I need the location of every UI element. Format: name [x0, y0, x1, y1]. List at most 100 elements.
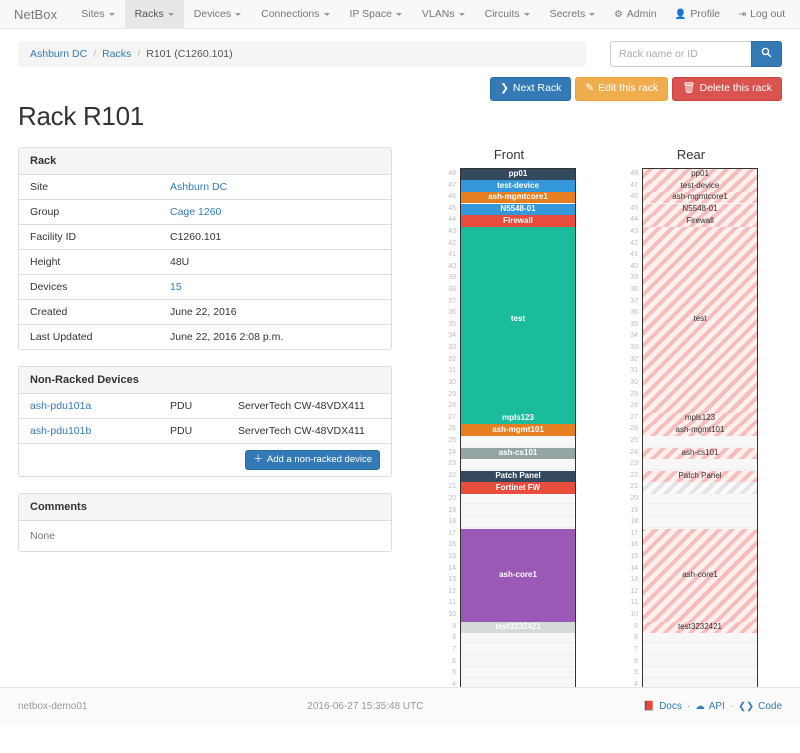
rack-elevations: Front 48 47 46 45 44 43 42 41 40 39 38 37 36 35 34 33 32… — [392, 147, 782, 726]
footer-code-link[interactable]: ❮❯ Code — [738, 701, 782, 712]
rack-device[interactable]: ash-mgmt101 — [643, 424, 757, 436]
search-input[interactable] — [610, 41, 751, 67]
rack-unit-slot[interactable] — [643, 654, 757, 667]
rack-device[interactable]: ash-mgmtcore1 — [643, 191, 757, 204]
nav-item-secrets[interactable]: Secrets — [540, 0, 606, 28]
rack-device[interactable]: test3232421 — [643, 621, 757, 634]
rack-unit-number: 38 — [630, 286, 638, 294]
rack-unit-slot[interactable] — [643, 458, 757, 470]
chevron-down-icon — [395, 12, 402, 16]
nav-profile-link[interactable]: 👤 Profile — [666, 0, 730, 28]
nav-item-racks[interactable]: Racks — [124, 0, 184, 28]
rack-unit-slot[interactable] — [643, 666, 757, 679]
next-rack-button[interactable]: ❯ Next Rack — [490, 77, 572, 101]
rack-unit-number: 9 — [452, 622, 456, 630]
rack-unit-slot[interactable] — [461, 458, 575, 470]
footer-docs-link[interactable]: 📕 Docs — [643, 701, 682, 712]
nonracked-device-link[interactable]: ash-pdu101b — [30, 424, 92, 437]
rack-device-label: N5548-01 — [500, 204, 536, 214]
rack-unit-slot[interactable] — [643, 492, 757, 505]
nav-item-sites[interactable]: Sites — [71, 0, 124, 28]
rack-device[interactable]: ash-core1 — [643, 528, 757, 622]
rack-unit-slot[interactable] — [461, 643, 575, 655]
rack-device[interactable]: ash-core1 — [461, 528, 575, 622]
rack-device[interactable]: test-device — [643, 180, 757, 192]
edit-rack-button[interactable]: ✎ Edit this rack — [575, 77, 669, 101]
brand-logo[interactable]: NetBox — [14, 6, 58, 22]
rack-unit-number: 20 — [448, 495, 456, 502]
rack-unit-number: 38 — [448, 286, 456, 294]
rack-field-value[interactable]: 15 — [159, 273, 391, 300]
rack-unit-slot[interactable] — [643, 434, 757, 447]
rack-device[interactable]: pp01 — [643, 168, 757, 181]
nav-item-ip-space[interactable]: IP Space — [340, 0, 412, 28]
rack-unit-slot[interactable] — [461, 492, 575, 505]
rack-field-value[interactable]: Cage 1260 — [159, 198, 391, 225]
footer-link-label: Code — [758, 701, 782, 713]
footer-api-link[interactable]: ☁ API — [695, 701, 725, 712]
table-row: Devices 15 — [19, 273, 391, 300]
rack-unit-slot[interactable] — [461, 666, 575, 679]
rack-unit-number: 4 — [452, 680, 456, 688]
rack-unit-slot[interactable] — [643, 631, 757, 644]
rack-device[interactable] — [643, 482, 757, 494]
rack-device[interactable]: Patch Panel — [461, 470, 575, 483]
rack-device[interactable]: Patch Panel — [643, 470, 757, 483]
logout-icon: ⇥ — [738, 8, 747, 20]
rack-unit-slot[interactable] — [461, 654, 575, 667]
nav-item-vlans[interactable]: VLANs — [412, 0, 475, 28]
rack-unit-slot[interactable] — [643, 515, 757, 528]
nav-item-devices[interactable]: Devices — [184, 0, 251, 28]
page-container: Ashburn DC / Racks / R101 (C1260.101) ❯ … — [0, 29, 800, 726]
rack-unit-slot[interactable] — [643, 643, 757, 655]
rack-device[interactable]: mpls123 — [461, 412, 575, 425]
breadcrumb-racks[interactable]: Racks — [102, 48, 132, 60]
user-icon: 👤 — [674, 8, 687, 20]
search-button[interactable] — [751, 41, 782, 67]
rack-device[interactable]: N5548-01 — [643, 203, 757, 216]
nav-item-connections[interactable]: Connections — [251, 0, 339, 28]
rack-device[interactable]: mpls123 — [643, 412, 757, 425]
rack-device[interactable]: test — [461, 226, 575, 413]
rack-device[interactable]: test-device — [461, 180, 575, 192]
front-unit-numbers: 48 47 46 45 44 43 42 41 40 39 38 37 36 35 34 33 32 31 30 29… — [442, 168, 460, 725]
rack-device[interactable]: pp01 — [461, 168, 575, 181]
rack-device[interactable]: ash-cs101 — [643, 447, 757, 460]
rack-device[interactable]: ash-mgmt101 — [461, 424, 575, 436]
breadcrumb-site[interactable]: Ashburn DC — [30, 48, 88, 60]
rack-device[interactable]: Fortinet FW — [461, 482, 575, 494]
plus-icon: ＋ — [253, 453, 263, 465]
rack-unit-number: 19 — [448, 506, 456, 514]
rack-device[interactable]: Firewall — [461, 215, 575, 227]
rack-device[interactable]: ash-cs101 — [461, 447, 575, 460]
rack-device[interactable]: ash-mgmtcore1 — [461, 191, 575, 204]
rack-field-link[interactable]: 15 — [170, 280, 182, 293]
rack-unit-number: 8 — [634, 634, 638, 642]
rack-field-label: Facility ID — [19, 223, 159, 250]
rack-field-value[interactable]: Ashburn DC — [159, 175, 391, 200]
main-navbar: NetBox Sites Racks Devices Connections IP Sp… — [0, 0, 800, 29]
add-non-racked-device-button[interactable]: ＋ Add a non-racked device — [245, 449, 380, 470]
nav-log-out-link[interactable]: ⇥ Log out — [729, 0, 794, 28]
rack-field-link[interactable]: Ashburn DC — [170, 180, 228, 193]
rack-unit-slot[interactable] — [461, 504, 575, 516]
rack-field-link[interactable]: Cage 1260 — [170, 205, 222, 218]
rack-unit-number: 43 — [630, 227, 638, 235]
rack-unit-number: 21 — [448, 483, 456, 491]
rack-unit-number: 9 — [634, 622, 638, 630]
rack-device[interactable]: test — [643, 226, 757, 413]
rack-unit-slot[interactable] — [461, 631, 575, 644]
delete-rack-button[interactable]: 🗑 Delete this rack — [672, 77, 782, 101]
rack-unit-slot[interactable] — [643, 504, 757, 516]
rack-unit-number: 31 — [448, 367, 456, 375]
nav-item-circuits[interactable]: Circuits — [475, 0, 540, 28]
rack-unit-slot[interactable] — [461, 515, 575, 528]
rack-device[interactable]: Firewall — [643, 215, 757, 227]
rack-unit-number: 23 — [630, 460, 638, 468]
nonracked-device-link[interactable]: ash-pdu101a — [30, 399, 92, 412]
rack-device[interactable]: test3232421 — [461, 621, 575, 634]
rack-unit-slot[interactable] — [461, 434, 575, 447]
nav-admin-link[interactable]: ⚙ Admin — [605, 0, 665, 28]
rack-device-label: ash-core1 — [499, 570, 537, 580]
rack-device[interactable]: N5548-01 — [461, 203, 575, 216]
